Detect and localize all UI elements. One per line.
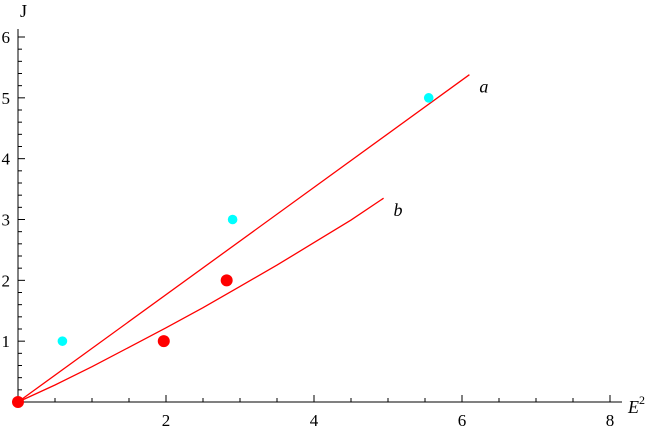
data-point xyxy=(220,274,233,287)
data-point xyxy=(157,335,170,348)
y-tick-label: 3 xyxy=(2,211,11,230)
y-tick-label: 5 xyxy=(2,89,11,108)
data-point xyxy=(57,336,68,346)
x-tick-label: 6 xyxy=(458,411,467,430)
curve-label-b: b xyxy=(394,200,403,220)
x-axis-label-base: E xyxy=(627,397,639,417)
ticks: 2 4 6 8 1 2 3 4 5 6 xyxy=(2,28,615,430)
curve-label-a: a xyxy=(479,77,488,97)
data-point xyxy=(12,396,24,408)
x-axis-label: E2 xyxy=(627,393,645,417)
y-axis-label: J xyxy=(20,1,27,21)
x-tick-label: 8 xyxy=(606,411,615,430)
axes: 2 4 6 8 1 2 3 4 5 6 xyxy=(2,28,622,430)
labels: J E2 xyxy=(20,1,645,417)
curve-b xyxy=(17,197,384,403)
y-tick-label: 4 xyxy=(2,150,11,169)
y-tick-label: 2 xyxy=(2,271,11,290)
data-point xyxy=(423,93,434,103)
x-axis-label-sup: 2 xyxy=(639,393,645,407)
points xyxy=(12,93,434,408)
curves: ab xyxy=(17,74,488,403)
data-point xyxy=(227,214,238,225)
curve-a xyxy=(17,74,470,403)
y-tick-label: 1 xyxy=(2,332,11,351)
x-tick-label: 2 xyxy=(162,411,171,430)
y-tick-label: 6 xyxy=(2,28,11,47)
x-tick-label: 4 xyxy=(310,411,319,430)
